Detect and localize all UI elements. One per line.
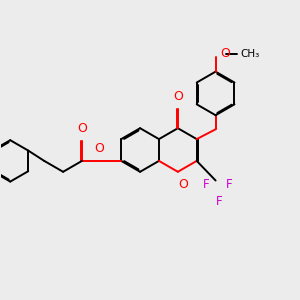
Text: O: O <box>173 90 183 103</box>
Text: F: F <box>216 195 223 208</box>
Text: F: F <box>203 178 210 191</box>
Text: O: O <box>220 47 230 60</box>
Text: O: O <box>178 178 188 191</box>
Text: F: F <box>226 178 232 191</box>
Text: CH₃: CH₃ <box>240 49 260 59</box>
Text: O: O <box>95 142 105 155</box>
Text: O: O <box>77 122 87 135</box>
